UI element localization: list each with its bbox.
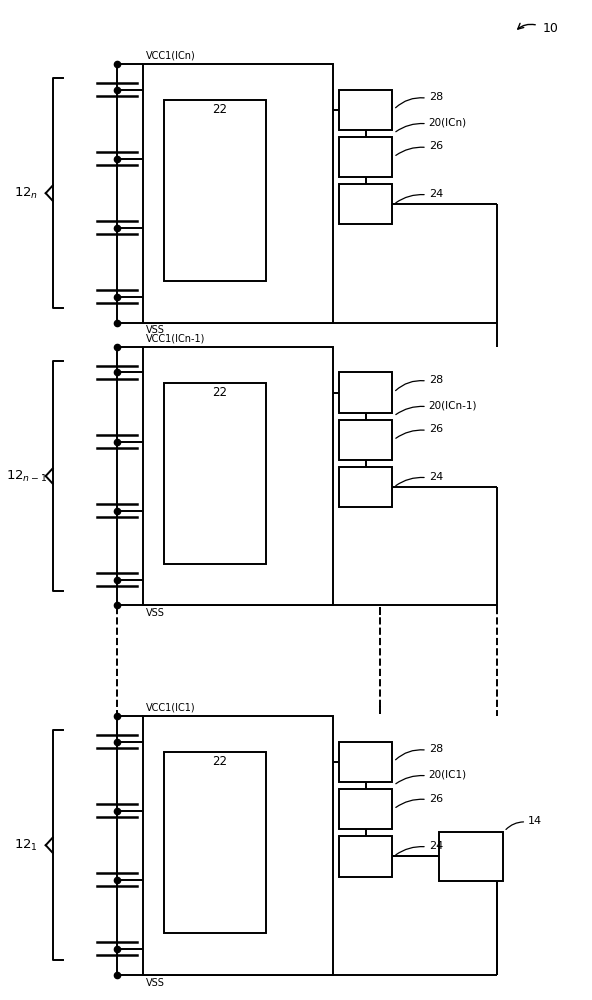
Bar xyxy=(339,184,392,224)
Text: VSS: VSS xyxy=(146,978,165,988)
Bar xyxy=(143,716,333,975)
Text: VCC1(ICn): VCC1(ICn) xyxy=(146,51,195,61)
Bar xyxy=(339,467,392,507)
Text: VCC1(ICn-1): VCC1(ICn-1) xyxy=(146,334,205,344)
Text: 26: 26 xyxy=(429,424,443,434)
Text: VSS: VSS xyxy=(146,325,165,335)
Bar xyxy=(339,742,392,782)
Text: 20(ICn): 20(ICn) xyxy=(429,118,466,128)
Text: 24: 24 xyxy=(429,189,443,199)
Bar xyxy=(143,347,333,605)
Bar xyxy=(164,100,266,281)
Bar xyxy=(339,420,392,460)
Text: VSS: VSS xyxy=(146,608,165,618)
Bar xyxy=(164,383,266,564)
Text: 22: 22 xyxy=(213,103,227,116)
Text: 20(IC1): 20(IC1) xyxy=(429,770,466,780)
Bar xyxy=(339,836,392,877)
Text: 24: 24 xyxy=(429,841,443,851)
Bar xyxy=(339,372,392,413)
Bar xyxy=(339,789,392,829)
Bar xyxy=(439,832,503,881)
Text: VCC1(IC1): VCC1(IC1) xyxy=(146,703,195,713)
Bar xyxy=(339,90,392,130)
Text: 10: 10 xyxy=(543,22,558,35)
Text: 24: 24 xyxy=(429,472,443,482)
Text: 26: 26 xyxy=(429,794,443,804)
Text: 20(ICn-1): 20(ICn-1) xyxy=(429,401,477,411)
Bar xyxy=(143,64,333,323)
Text: 28: 28 xyxy=(429,375,443,385)
Text: $12_n$: $12_n$ xyxy=(14,186,38,201)
Bar xyxy=(164,752,266,933)
Text: 22: 22 xyxy=(213,755,227,768)
Text: $12_1$: $12_1$ xyxy=(14,838,38,853)
Text: 22: 22 xyxy=(213,386,227,399)
Text: 14: 14 xyxy=(528,816,542,826)
Text: 28: 28 xyxy=(429,744,443,754)
Text: 28: 28 xyxy=(429,92,443,102)
Bar xyxy=(339,137,392,177)
Text: $12_{n-1}$: $12_{n-1}$ xyxy=(6,468,47,484)
Text: 26: 26 xyxy=(429,141,443,151)
